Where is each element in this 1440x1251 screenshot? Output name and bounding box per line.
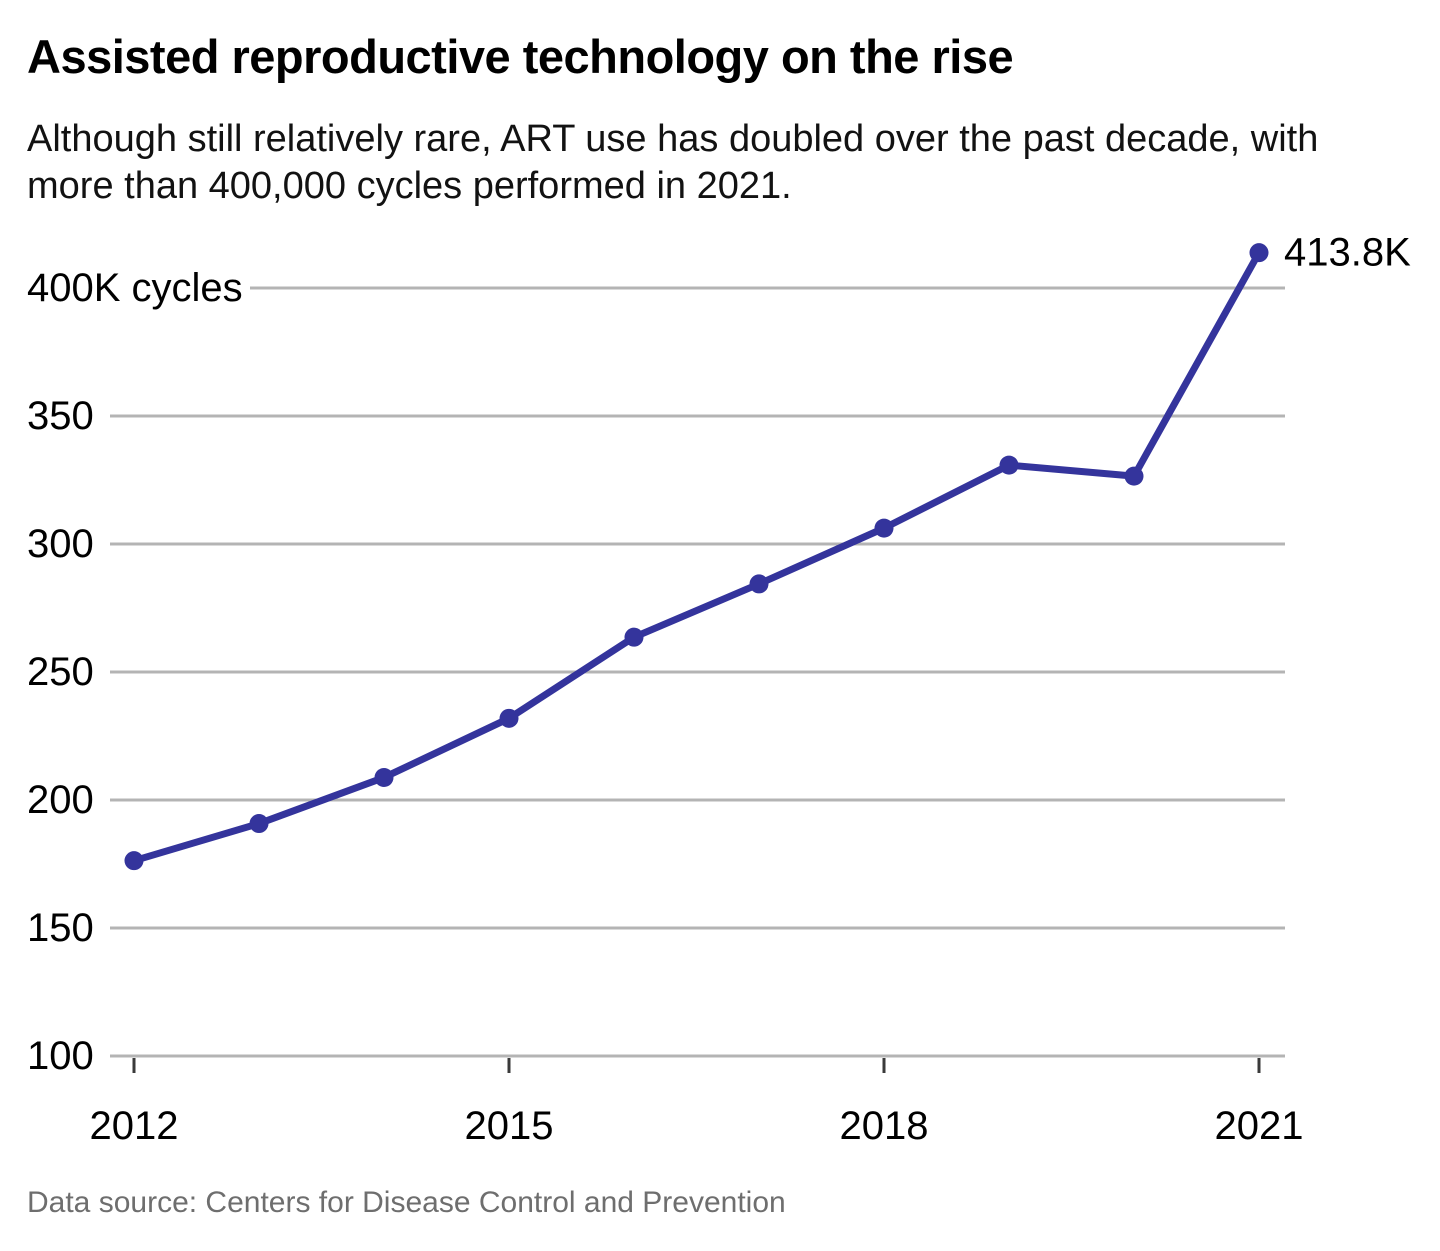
data-point-2016 [624,627,644,647]
trend-line [130,249,1263,865]
chart-subtitle: Although still relatively rare, ART use … [27,118,1319,207]
data-point-2017 [749,574,769,594]
y-tick-label: 250 [27,650,94,694]
y-tick-label: 400K cycles [27,266,243,310]
chart-title: Assisted reproductive technology on the … [27,30,1014,83]
y-tick-label: 100 [27,1034,94,1078]
data-point-2013 [249,814,269,834]
data-source: Data source: Centers for Disease Control… [27,1186,786,1219]
data-point-2018 [874,518,894,538]
data-point-2014 [374,767,394,787]
y-tick-label: 150 [27,906,94,950]
data-point-2012 [124,851,144,871]
y-tick-label: 300 [27,522,94,566]
data-point-2020 [1124,466,1144,486]
y-tick-label: 200 [27,778,94,822]
x-tick-label: 2021 [1215,1104,1304,1148]
x-tick-label: 2012 [90,1104,179,1148]
x-tick-label: 2018 [840,1104,929,1148]
x-tick-label: 2015 [465,1104,554,1148]
y-tick-label: 350 [27,394,94,438]
end-value-label: 413.8K [1284,231,1411,275]
data-point-2019 [999,455,1019,475]
data-point-2021 [1249,243,1269,263]
data-point-2015 [499,708,519,728]
